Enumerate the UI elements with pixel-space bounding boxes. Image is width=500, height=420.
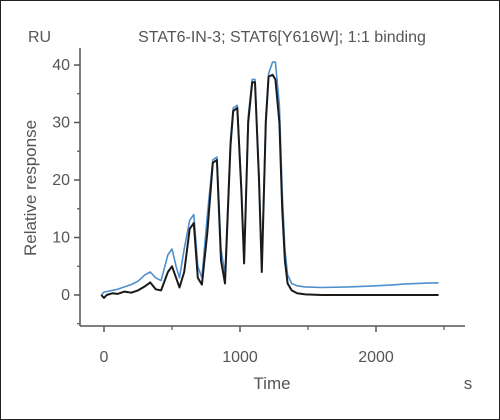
y-tick-label: 20	[52, 172, 70, 189]
x-tick-label: 2000	[358, 349, 394, 366]
x-tick-label: 1000	[222, 349, 258, 366]
x-tick-label: 0	[100, 349, 109, 366]
y-tick-label: 0	[61, 287, 70, 304]
x-ticks-group: 0 1000 2000	[100, 326, 445, 366]
y-tick-label: 40	[52, 57, 70, 74]
y-ticks-group: 0 10 20 30 40	[52, 57, 80, 325]
y-axis-label: Relative response	[21, 120, 40, 256]
y-tick-label: 30	[52, 115, 70, 132]
series-line-blue	[100, 61, 439, 296]
y-unit-label: RU	[28, 29, 51, 46]
chart-title: STAT6-IN-3; STAT6[Y616W]; 1:1 binding	[138, 29, 426, 46]
y-tick-label: 10	[52, 230, 70, 247]
series-line-black	[100, 73, 439, 299]
series-group	[100, 61, 439, 299]
x-unit-label: s	[464, 374, 473, 393]
x-axis-label: Time	[253, 374, 290, 393]
